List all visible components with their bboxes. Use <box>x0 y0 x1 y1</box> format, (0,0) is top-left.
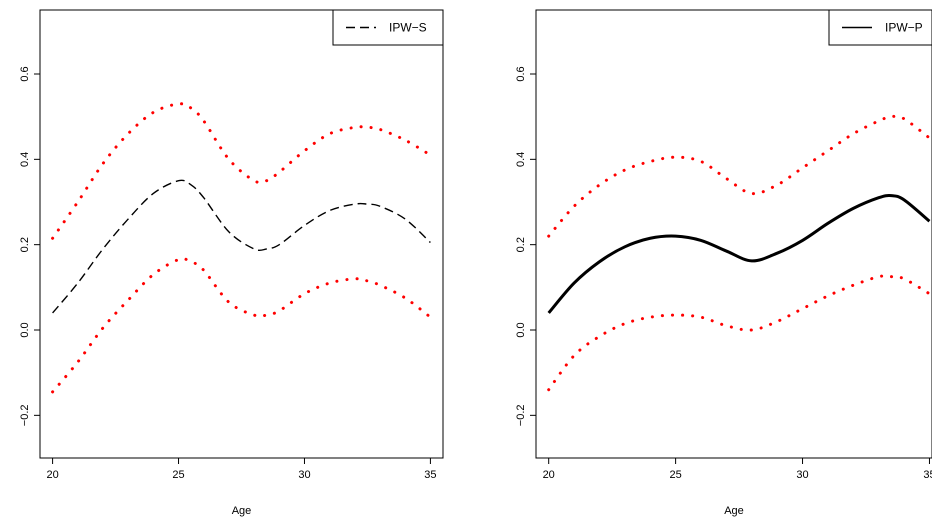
estimate-line <box>52 179 431 314</box>
x-tick-label: 30 <box>298 469 310 481</box>
x-axis-title: Age <box>232 505 252 517</box>
lower-band-line <box>51 257 432 394</box>
y-tick-label: 0.2 <box>19 237 31 252</box>
y-tick-label: 0.0 <box>515 322 527 337</box>
upper-band-line <box>51 102 432 240</box>
estimate-line <box>547 193 931 314</box>
x-tick-label: 25 <box>172 469 184 481</box>
x-tick-label: 20 <box>46 469 58 481</box>
legend: IPW−P <box>828 9 932 46</box>
y-tick-label: 0.4 <box>19 152 31 167</box>
y-tick-label: 0.6 <box>19 66 31 81</box>
x-tick-label: 35 <box>424 469 436 481</box>
lower-band-line <box>547 274 931 392</box>
legend: IPW−S <box>332 9 444 46</box>
chart-panel-1: 20 25 30 35 −0.2 0.0 0.2 0.4 0.6 Age IPW−S <box>19 9 444 517</box>
y-tick-label: 0.0 <box>19 322 31 337</box>
upper-band-line <box>547 114 931 238</box>
y-tick-label: 0.6 <box>515 66 527 81</box>
x-tick-label: 25 <box>669 469 681 481</box>
legend-label: IPW−S <box>389 21 427 35</box>
y-tick-label: 0.2 <box>515 237 527 252</box>
x-tick-label: 35 <box>923 469 932 481</box>
plot-frame <box>39 9 444 459</box>
x-axis-title: Age <box>724 505 744 517</box>
y-tick-label: −0.2 <box>515 404 527 426</box>
y-tick-label: −0.2 <box>19 404 31 426</box>
legend-label: IPW−P <box>885 21 923 35</box>
plot-frame <box>535 9 932 459</box>
y-tick-label: 0.4 <box>515 152 527 167</box>
x-tick-label: 20 <box>543 469 555 481</box>
chart-panel-2: 20 25 30 35 −0.2 0.0 0.2 0.4 0.6 Age IPW−P <box>515 9 932 517</box>
x-tick-label: 30 <box>796 469 808 481</box>
